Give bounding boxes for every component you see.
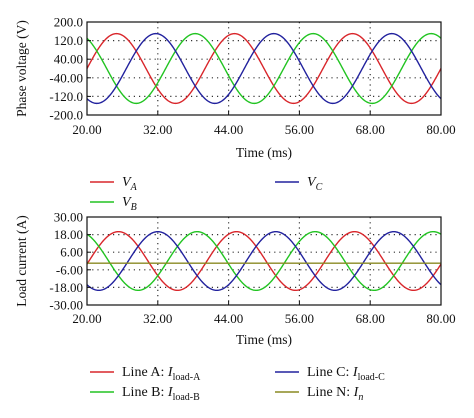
x-tick-label: 20.00 [72, 311, 101, 326]
series-line-load-B [86, 230, 442, 292]
series-line-A [86, 32, 442, 105]
x-tick-label: 68.00 [356, 311, 385, 326]
y-tick-label: -18.00 [49, 280, 83, 295]
x-tick-label: 80.00 [426, 122, 455, 137]
y-axis-title: Phase voltage (V) [14, 20, 29, 117]
legend-label: VC [307, 175, 323, 193]
x-tick-label: 44.00 [214, 311, 243, 326]
series-line-load-A [86, 230, 442, 292]
y-tick-label: -30.00 [49, 298, 83, 313]
series-line-load-C [86, 230, 442, 292]
y-tick-label: 120.0 [54, 33, 83, 48]
y-tick-label: -6.00 [56, 262, 83, 277]
y-tick-label: -120.0 [49, 89, 83, 104]
y-tick-label: 200.0 [54, 15, 83, 30]
y-tick-label: 6.00 [60, 245, 83, 260]
y-tick-label: 18.00 [54, 227, 83, 242]
plot-frame [86, 216, 442, 306]
x-axis-title: Time (ms) [236, 145, 292, 160]
series-line-B [86, 32, 442, 105]
x-tick-label: 32.00 [143, 311, 172, 326]
chart-2: 20.00 32.00 44.00 56.00 68.00 80.00 30.00 18.00… [14, 210, 456, 404]
plot-frame [86, 21, 442, 116]
y-tick-label: -40.00 [49, 70, 83, 85]
legend-label: VB [122, 195, 137, 213]
legend-label: Line B: Iload-B [122, 385, 200, 403]
series-line-C [86, 32, 442, 105]
legend-label: Line C: Iload-C [307, 365, 385, 383]
x-axis-title: Time (ms) [236, 332, 292, 347]
legend-label: Line N: In [307, 385, 363, 403]
x-tick-label: 56.00 [285, 311, 314, 326]
x-tick-label: 56.00 [285, 122, 314, 137]
y-tick-label: 40.00 [54, 52, 83, 67]
x-tick-label: 20.00 [72, 122, 101, 137]
chart-1: 20.00 32.00 44.00 56.00 68.00 80.00 200.0 120.0… [14, 15, 456, 214]
legend: Line A: Iload-A Line C: Iload-C Line B: Il… [90, 365, 385, 403]
y-axis-title: Load current (A) [14, 215, 29, 306]
legend-label: Line A: Iload-A [122, 365, 201, 383]
x-tick-label: 44.00 [214, 122, 243, 137]
x-tick-label: 68.00 [356, 122, 385, 137]
y-tick-label: -200.0 [49, 108, 83, 123]
x-tick-label: 80.00 [426, 311, 455, 326]
x-tick-label: 32.00 [143, 122, 172, 137]
y-tick-label: 30.00 [54, 210, 83, 225]
legend-label: VA [122, 175, 138, 193]
legend: VA VC VB [90, 175, 323, 213]
